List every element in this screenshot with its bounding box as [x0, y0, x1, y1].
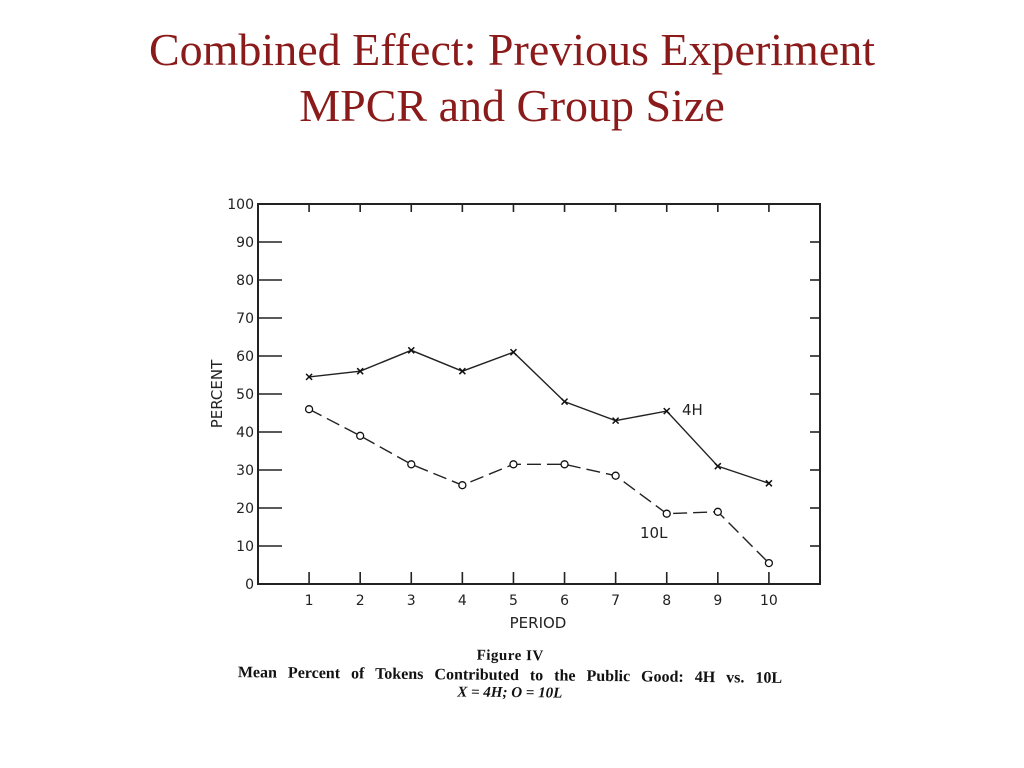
data-point-10l-7	[611, 471, 620, 480]
y-tick-label-100: 100	[227, 197, 254, 213]
x-tick-label-5: 5	[509, 593, 518, 609]
y-tick-label-10: 10	[236, 539, 254, 555]
data-point-4h-5	[509, 348, 517, 356]
y-tick-label-50: 50	[236, 387, 254, 403]
plot-border	[257, 203, 821, 585]
marker-x-stroke-b	[356, 367, 364, 375]
marker-x-stroke-b	[407, 346, 415, 354]
marker-x-stroke-b	[561, 398, 569, 406]
x-tick-label-10: 10	[760, 593, 778, 609]
y-tick-label-70: 70	[236, 311, 254, 327]
series-line-4h	[309, 349, 770, 484]
x-tick-label-8: 8	[662, 593, 671, 609]
data-point-10l-6	[560, 460, 569, 469]
y-axis-label: PERCENT	[208, 359, 226, 428]
data-point-4h-7	[612, 417, 620, 425]
data-point-4h-6	[561, 398, 569, 406]
x-axis-ticks: 1 2 3 4 5 6 7 8 9 10	[305, 204, 778, 609]
data-point-10l-8	[662, 509, 671, 518]
marker-x-stroke-b	[612, 417, 620, 425]
x-axis-label: PERIOD	[510, 614, 567, 632]
x-tick-label-9: 9	[713, 593, 722, 609]
y-tick-label-60: 60	[236, 349, 254, 365]
line-chart: 0 10 20 30 40 50 60 70 80 90 100 1 2 3 4 5 6 7 8 9 10 PERCE…	[208, 197, 821, 632]
data-point-4h-4	[458, 367, 466, 375]
plot-frame	[257, 203, 821, 585]
x-tick-label-1: 1	[305, 593, 314, 609]
marker-x-stroke-b	[458, 367, 466, 375]
series-line-10l	[308, 408, 770, 564]
data-point-10l-1	[304, 405, 314, 414]
data-point-4h-1	[305, 373, 313, 381]
series-label-10l: 10L	[640, 524, 668, 542]
x-tick-label-7: 7	[611, 593, 620, 609]
marker-x-stroke-b	[305, 373, 313, 381]
data-point-10l-3	[407, 460, 416, 469]
y-tick-label-40: 40	[236, 425, 254, 441]
series-layer	[304, 346, 774, 568]
title-line-2: MPCR and Group Size	[299, 80, 725, 131]
x-tick-label-4: 4	[458, 593, 467, 609]
data-point-4h-2	[356, 367, 364, 375]
marker-x-stroke-b	[663, 407, 671, 415]
data-point-4h-10	[765, 479, 773, 487]
x-tick-label-2: 2	[356, 593, 365, 609]
y-axis-ticks: 0 10 20 30 40 50 60 70 80 90 100	[227, 197, 820, 593]
y-tick-label-0: 0	[245, 577, 254, 593]
x-tick-label-6: 6	[560, 593, 569, 609]
slide-title: Combined Effect: Previous Experiment MPC…	[0, 22, 1024, 134]
series-label-4h: 4H	[682, 401, 703, 419]
y-tick-label-90: 90	[236, 235, 254, 251]
data-point-10l-5	[509, 460, 518, 469]
marker-x-stroke-b	[765, 479, 773, 487]
title-line-1: Combined Effect: Previous Experiment	[148, 24, 876, 75]
marker-x-stroke-b	[714, 462, 722, 470]
marker-x-stroke-b	[509, 348, 517, 356]
figure-caption: Figure IV Mean Percent of Tokens Contrib…	[120, 644, 901, 706]
data-point-4h-3	[407, 346, 415, 354]
data-point-10l-10	[764, 558, 774, 568]
data-point-4h-8	[663, 407, 671, 415]
data-point-4h-9	[714, 462, 722, 470]
x-tick-label-3: 3	[407, 593, 416, 609]
y-tick-label-30: 30	[236, 463, 254, 479]
y-tick-label-80: 80	[236, 273, 254, 289]
data-point-10l-2	[356, 431, 365, 440]
data-point-10l-9	[713, 507, 722, 516]
y-tick-label-20: 20	[236, 501, 254, 517]
data-point-10l-4	[458, 481, 467, 490]
